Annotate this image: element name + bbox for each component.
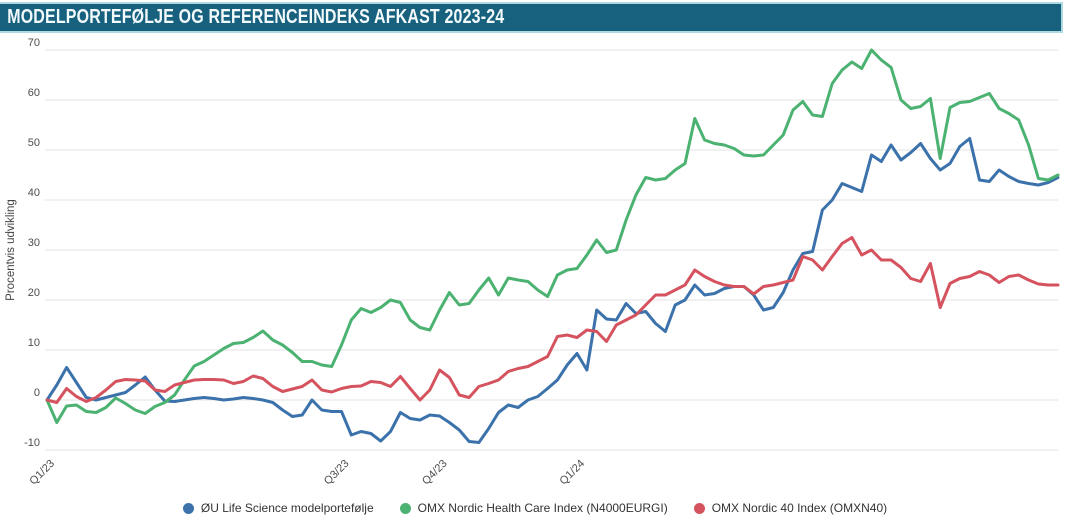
y-tick-label: 0 (34, 387, 40, 399)
y-axis-tick-labels: 70 60 50 40 30 20 10 0 -10 (24, 37, 40, 449)
y-tick-label: 20 (28, 287, 40, 299)
legend-label-omxn40: OMX Nordic 40 Index (OMXN40) (711, 501, 888, 515)
x-tick-label: Q1/24 (557, 458, 587, 488)
page-title: MODELPORTEFØLJE OG REFERENCEINDEKS AFKAS… (7, 6, 505, 28)
x-axis-tick-labels: Q1/23 Q3/23 Q4/23 Q1/24 (27, 458, 587, 488)
legend-marker-green-icon (399, 502, 411, 514)
chart-legend: ØU Life Science modelportefølje OMX Nord… (0, 497, 1070, 519)
series-line-1 (45, 48, 1060, 424)
x-tick-label: Q3/23 (322, 458, 352, 488)
x-tick-label: Q1/23 (27, 458, 57, 488)
legend-item-omxn40: OMX Nordic 40 Index (OMXN40) (693, 501, 888, 515)
legend-item-healthcare-index: OMX Nordic Health Care Index (N4000EURGI… (399, 501, 668, 515)
y-tick-label: 60 (28, 87, 40, 99)
series-line-0 (45, 137, 1060, 444)
legend-item-portfolio: ØU Life Science modelportefølje (182, 501, 374, 515)
legend-label-portfolio: ØU Life Science modelportefølje (200, 501, 374, 515)
y-tick-label: 30 (28, 237, 40, 249)
y-tick-label: 50 (28, 137, 40, 149)
legend-marker-blue-icon (182, 502, 194, 514)
y-tick-label: -10 (24, 437, 40, 449)
y-tick-label: 70 (28, 37, 40, 49)
y-axis-title: Procentvis udvikling (5, 199, 17, 301)
legend-label-healthcare-index: OMX Nordic Health Care Index (N4000EURGI… (417, 501, 668, 515)
gridlines (45, 49, 1058, 451)
legend-marker-red-icon (693, 502, 705, 514)
y-tick-label: 40 (28, 187, 40, 199)
series-line-2 (45, 236, 1060, 404)
chart-canvas: 70 60 50 40 30 20 10 0 -10 Q1/23 Q3/23 Q4/23 Q1/24 Pr… (5, 37, 1060, 488)
y-tick-label: 10 (28, 337, 40, 349)
x-tick-label: Q4/23 (420, 458, 450, 488)
title-banner: MODELPORTEFØLJE OG REFERENCEINDEKS AFKAS… (0, 2, 1063, 33)
